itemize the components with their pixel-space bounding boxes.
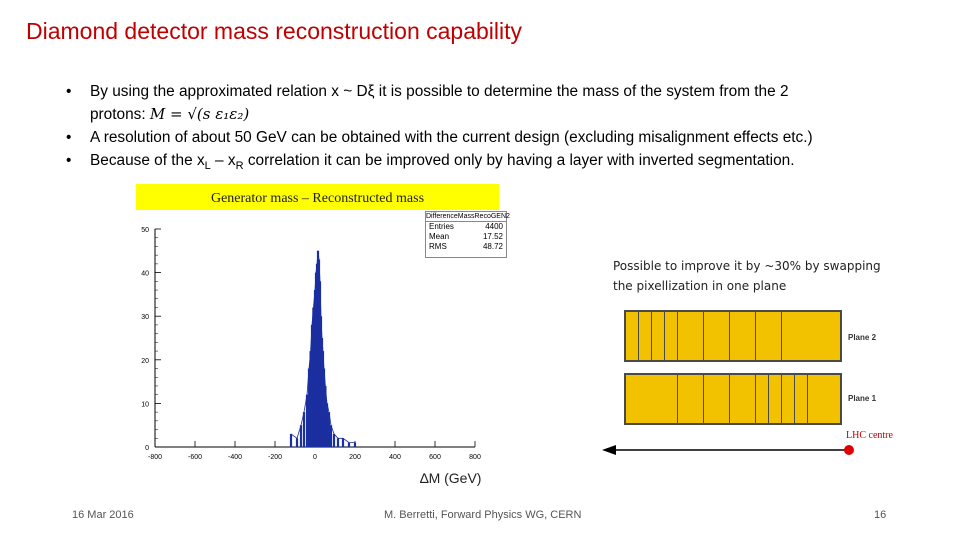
- pixel-cell: [782, 312, 840, 360]
- x-tick-label: -800: [148, 454, 162, 461]
- stats-row: Entries 4400: [426, 222, 506, 232]
- pixel-cell: [704, 312, 730, 360]
- pixel-cell: [756, 312, 782, 360]
- pixel-cell: [626, 375, 678, 423]
- pixel-cell: [704, 375, 730, 423]
- y-tick-label: 20: [141, 358, 149, 365]
- y-tick-label: 40: [141, 271, 149, 278]
- generator-label: Generator mass – Reconstructed mass: [136, 184, 499, 210]
- pixel-cell: [626, 312, 639, 360]
- stats-label: Mean: [429, 232, 450, 241]
- bullet-text: By using the approximated relation x ~ D…: [90, 83, 789, 100]
- pixel-cell: [730, 375, 756, 423]
- lhc-centre-label: LHC centre: [846, 430, 893, 441]
- arrow-head-icon: [602, 445, 616, 455]
- footer-page-number: 16: [874, 509, 887, 521]
- x-tick-label: 0: [313, 454, 317, 461]
- subscript-r: R: [235, 160, 244, 173]
- bullet-text-prefix: Because of the x: [90, 152, 205, 169]
- x-tick-label: 400: [389, 454, 401, 461]
- plane-1-diagram: [624, 373, 842, 425]
- x-tick-label: 200: [349, 454, 361, 461]
- plane-1-label: Plane 1: [848, 394, 877, 403]
- pixel-cell: [782, 375, 795, 423]
- bullet-dot: •: [66, 83, 72, 100]
- bullet-dot: •: [66, 129, 72, 146]
- bullet-item: • By using the approximated relation x ~…: [66, 80, 896, 103]
- y-tick-label: 30: [141, 314, 149, 321]
- improvement-note: Possible to improve it by ~30% by swappi…: [613, 259, 881, 293]
- pixel-cell: [769, 375, 782, 423]
- stats-label: Entries: [429, 222, 454, 231]
- stats-box: DifferenceMassRecoGEN2 Entries 4400 Mean…: [425, 211, 510, 258]
- x-tick-label: -200: [268, 454, 282, 461]
- mass-formula: M = √(s ε₁ε₂): [149, 105, 250, 123]
- bullet-prefix: protons:: [90, 106, 146, 123]
- bullet-continuation: protons: M = √(s ε₁ε₂): [66, 103, 896, 126]
- footer-date: 16 Mar 2016: [72, 509, 134, 521]
- y-tick-label: 0: [145, 445, 149, 452]
- pixel-cell: [756, 375, 769, 423]
- bullet-text: A resolution of about 50 GeV can be obta…: [90, 129, 813, 146]
- pixel-cell: [808, 375, 840, 423]
- slide-title: Diamond detector mass reconstruction cap…: [26, 18, 523, 44]
- pixel-cell: [678, 375, 704, 423]
- pixel-cell: [652, 312, 665, 360]
- bullet-list: • By using the approximated relation x ~…: [66, 80, 896, 178]
- histogram-envelope: [290, 250, 355, 443]
- stats-label: RMS: [429, 242, 447, 251]
- stats-title: DifferenceMassRecoGEN2: [426, 213, 510, 222]
- y-tick-label: 10: [141, 401, 149, 408]
- x-tick-label: 800: [469, 454, 481, 461]
- stats-value: 4400: [485, 222, 503, 231]
- stats-value: 17.52: [482, 232, 503, 241]
- bullet-item: • A resolution of about 50 GeV can be ob…: [66, 126, 896, 149]
- lhc-centre-dot: [844, 445, 854, 455]
- bullet-item: • Because of the xL – xR correlation it …: [66, 149, 896, 178]
- bullet-text-suffix: correlation it can be improved only by h…: [243, 152, 795, 169]
- pixel-cell: [639, 312, 652, 360]
- footer-author: M. Berretti, Forward Physics WG, CERN: [384, 509, 582, 521]
- x-axis-label: ∆M (GeV): [420, 470, 482, 486]
- bullet-text-dash: – x: [210, 152, 236, 169]
- pixel-cell: [665, 312, 678, 360]
- y-tick-label: 50: [141, 227, 149, 234]
- bullet-dot: •: [66, 152, 72, 169]
- pixel-cell: [678, 312, 704, 360]
- plane-2-label: Plane 2: [848, 333, 877, 342]
- bullet-text: Because of the xL – xR correlation it ca…: [90, 149, 794, 178]
- subscript-l: L: [204, 160, 211, 173]
- x-tick-label: -400: [228, 454, 242, 461]
- plane-2-diagram: [624, 310, 842, 362]
- stats-value: 48.72: [482, 242, 503, 251]
- beam-axis-arrow: [602, 445, 854, 455]
- stats-row: RMS 48.72: [426, 242, 506, 252]
- stats-row: Mean 17.52: [426, 232, 506, 242]
- mass-histogram: -800 -600 -400 -200 0 200 400 600 800 0 10 20 30 40 50: [141, 227, 481, 461]
- pixel-cell: [730, 312, 756, 360]
- x-tick-label: -600: [188, 454, 202, 461]
- x-tick-label: 600: [429, 454, 441, 461]
- pixel-cell: [795, 375, 808, 423]
